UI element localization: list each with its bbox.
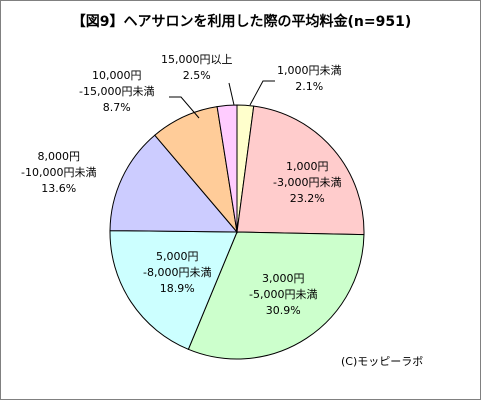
slice-label-7-value: 2.5% [182,69,211,82]
slice-label-5: 8,000円 -10,000円未満 13.6% [21,149,96,197]
slice-label-5-line-1: 8,000円 [37,150,80,163]
slice-label-1-line-1: 1,000円未満 [277,64,342,77]
slice-label-2-line-1: 1,000円 [285,160,329,173]
pie-slice-5 [109,134,239,233]
slice-label-2: 1,000円 -3,000円未満 23.2% [273,159,341,207]
leader-line-7 [228,82,235,106]
slice-label-1: 1,000円未満 2.1% [277,63,342,95]
slice-label-6-value: 8.7% [102,101,131,114]
leader-line-6 [169,96,200,119]
slice-label-6: 10,000円 -15,000円未満 8.7% [79,68,154,116]
slice-label-2-line-2: -3,000円未満 [273,176,342,189]
slice-label-7: 15,000円以上 2.5% [161,52,233,84]
pie-slice-7 [216,104,238,233]
leader-line-1 [249,80,275,106]
slice-label-3-line-2: -5,000円未満 [249,288,318,301]
slice-label-4: 5,000円 -8,000円未満 18.9% [143,249,211,297]
slice-label-3: 3,000円 -5,000円未満 30.9% [249,271,317,319]
pie-slice-4 [109,230,238,350]
slice-label-2-value: 23.2% [289,192,325,205]
slice-label-6-line-1: 10,000円 [91,69,142,82]
credit-text: (C)モッピーラボ [341,355,424,368]
slice-label-1-value: 2.1% [295,80,324,93]
slice-label-6-line-2: -15,000円未満 [79,85,155,98]
slice-label-4-value: 18.9% [159,282,195,295]
slice-label-7-line-1: 15,000円以上 [161,53,233,66]
slice-label-5-value: 13.6% [41,182,77,195]
pie-slice-2 [236,105,365,236]
slice-label-5-line-2: -10,000円未満 [21,166,97,179]
pie-slice-3 [187,231,365,360]
slice-label-4-line-1: 5,000円 [155,250,199,263]
slice-label-3-line-1: 3,000円 [261,272,305,285]
slice-label-4-line-2: -8,000円未満 [143,266,212,279]
chart-title: 【図9】ヘアサロンを利用した際の平均料金(n=951) [71,14,412,30]
slice-label-3-value: 30.9% [265,304,301,317]
